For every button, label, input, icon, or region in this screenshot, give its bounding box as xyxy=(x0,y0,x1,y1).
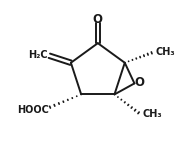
Text: O: O xyxy=(134,76,144,89)
Text: CH₃: CH₃ xyxy=(142,109,162,119)
Text: O: O xyxy=(93,13,103,26)
Text: HOOC: HOOC xyxy=(17,105,49,115)
Text: H₂C: H₂C xyxy=(28,50,48,60)
Text: CH₃: CH₃ xyxy=(155,47,175,57)
